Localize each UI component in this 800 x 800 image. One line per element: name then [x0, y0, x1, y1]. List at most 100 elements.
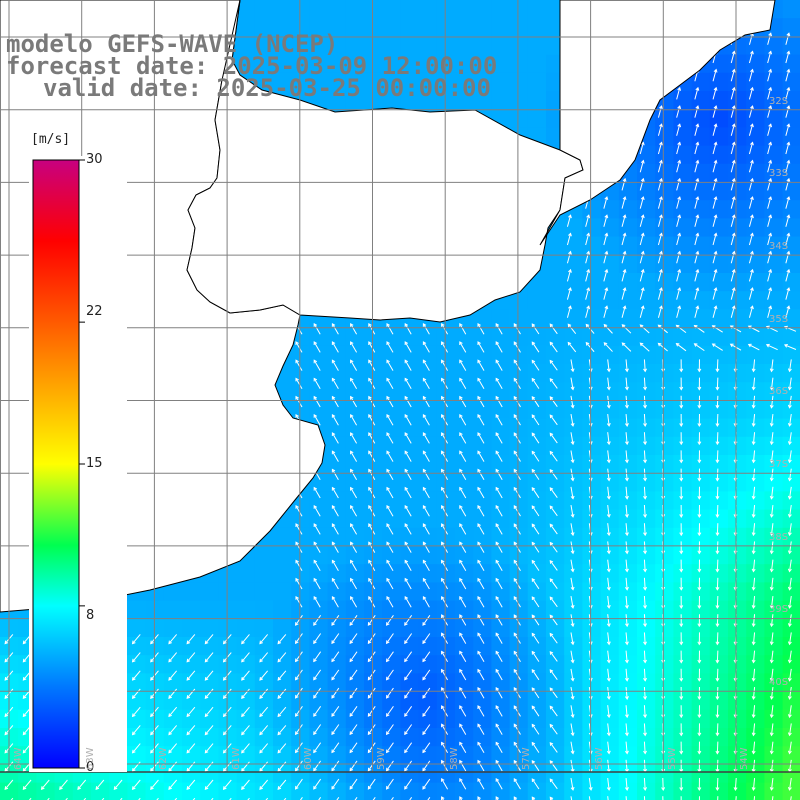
- wind-arrow: [531, 705, 540, 717]
- field-cell: [582, 327, 602, 347]
- field-cell: [200, 618, 219, 638]
- wind-arrow: [751, 486, 756, 500]
- field-cell: [309, 691, 329, 711]
- field-cell: [746, 564, 765, 583]
- wind-arrow: [769, 723, 774, 737]
- field-cell: [691, 327, 711, 347]
- field-cell: [473, 655, 492, 674]
- field-cell: [491, 546, 511, 565]
- wind-arrow: [679, 395, 684, 409]
- field-cell: [509, 691, 529, 711]
- field-cell: [673, 655, 693, 674]
- wind-arrow: [621, 268, 627, 282]
- wind-arrow: [621, 177, 627, 191]
- field-cell: [746, 491, 765, 511]
- wind-arrow: [313, 742, 322, 754]
- wind-arrow: [698, 796, 700, 800]
- wind-arrow: [657, 232, 663, 246]
- field-cell: [145, 728, 165, 747]
- field-cell: [254, 746, 274, 765]
- field-cell: [509, 491, 529, 511]
- field-cell: [291, 72, 310, 92]
- field-cell: [728, 291, 747, 310]
- field-cell: [655, 200, 674, 219]
- wind-arrow: [657, 250, 663, 264]
- field-cell: [436, 691, 456, 711]
- wind-arrow: [241, 634, 250, 645]
- wind-arrow: [679, 486, 684, 500]
- field-cell: [691, 764, 711, 784]
- field-cell: [564, 600, 583, 620]
- wind-arrow: [767, 50, 773, 64]
- field-cell: [364, 436, 383, 456]
- wind-arrow: [386, 413, 394, 426]
- wind-arrow: [409, 796, 413, 800]
- wind-arrow: [277, 652, 287, 663]
- land-mass-north: [186, 0, 584, 323]
- wind-arrow: [331, 559, 339, 572]
- wind-arrow: [603, 214, 609, 227]
- field-cell: [655, 728, 674, 747]
- field-cell: [309, 327, 329, 347]
- field-cell: [782, 291, 800, 310]
- wind-arrow: [621, 342, 632, 352]
- wind-arrow: [585, 214, 591, 227]
- field-cell: [728, 691, 747, 711]
- wind-arrow: [751, 741, 756, 755]
- field-cell: [637, 327, 656, 347]
- field-cell: [291, 637, 310, 656]
- field-cell: [782, 200, 800, 219]
- wind-arrow: [441, 796, 445, 800]
- field-cell: [709, 182, 729, 201]
- field-cell: [364, 691, 383, 711]
- field-cell: [182, 782, 201, 800]
- wind-arrow: [785, 68, 791, 82]
- field-cell: [709, 473, 729, 492]
- wind-arrow: [694, 141, 700, 155]
- field-cell: [200, 782, 219, 800]
- wind-arrow: [679, 377, 684, 391]
- field-cell: [455, 527, 474, 547]
- field-cell: [618, 709, 638, 729]
- field-cell: [782, 728, 800, 747]
- wind-arrow: [639, 342, 650, 352]
- wind-arrow: [349, 705, 358, 717]
- field-cell: [637, 746, 656, 765]
- field-cell: [691, 746, 711, 765]
- wind-arrow: [712, 68, 718, 82]
- wind-arrow: [570, 468, 575, 482]
- field-cell: [473, 746, 492, 765]
- field-cell: [618, 236, 638, 256]
- field-cell: [746, 273, 765, 292]
- field-cell: [600, 436, 620, 456]
- wind-arrow: [730, 305, 736, 318]
- wind-arrow: [715, 377, 720, 391]
- field-cell: [182, 673, 201, 693]
- field-cell: [546, 564, 565, 583]
- wind-arrow: [459, 559, 467, 572]
- field-cell: [473, 618, 492, 638]
- field-cell: [273, 582, 292, 602]
- field-cell: [327, 418, 347, 438]
- wind-arrow: [368, 559, 376, 572]
- wind-arrow: [787, 668, 792, 682]
- wind-arrow: [422, 633, 431, 645]
- wind-arrow: [441, 322, 449, 335]
- field-cell: [600, 709, 620, 729]
- wind-arrow: [697, 413, 702, 427]
- wind-arrow: [769, 450, 774, 464]
- wind-arrow: [676, 141, 682, 155]
- wind-arrow: [767, 86, 773, 100]
- wind-arrow: [570, 377, 575, 391]
- wind-arrow: [459, 341, 467, 353]
- wind-arrow: [675, 343, 687, 352]
- field-cell: [655, 327, 674, 347]
- field-cell: [127, 782, 147, 800]
- wind-arrow: [277, 743, 287, 754]
- wind-arrow: [676, 123, 682, 136]
- field-cell: [728, 491, 747, 511]
- field-cell: [382, 436, 401, 456]
- wind-arrow: [769, 413, 774, 427]
- wind-arrow: [386, 450, 394, 462]
